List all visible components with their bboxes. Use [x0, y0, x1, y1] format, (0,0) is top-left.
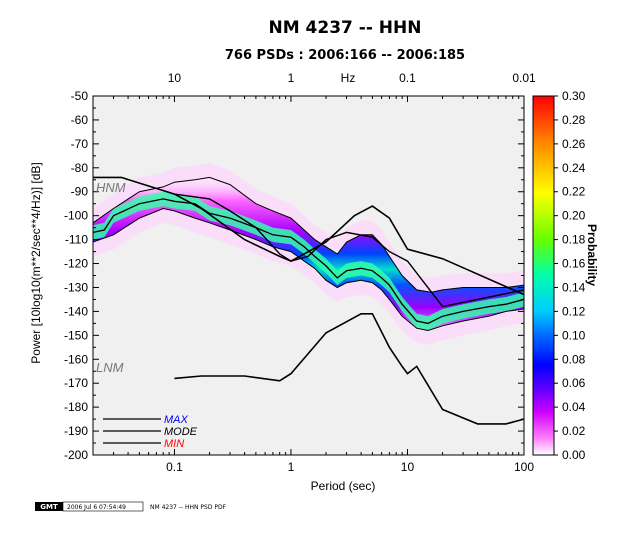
- colorbar-tick-label: 0.08: [562, 352, 586, 366]
- top-tick-label: 0.1: [399, 71, 416, 85]
- colorbar-tick-label: 0.14: [562, 280, 586, 294]
- colorbar-tick-label: 0.18: [562, 233, 586, 247]
- top-axis-ticks: 10 1 0.1 0.01: [168, 71, 536, 85]
- x-axis-ticks: 0.1 1 10 100: [92, 96, 534, 474]
- colorbar-tick-label: 0.02: [562, 424, 586, 438]
- colorbar-tick-label: 0.22: [562, 185, 586, 199]
- colorbar-tick-label: 0.10: [562, 328, 586, 342]
- y-tick-label: -120: [64, 257, 88, 271]
- nhnm-label: HNM: [96, 180, 126, 195]
- y-axis-label: Power [10log10(m**2/sec**4/Hz)] [dB]: [29, 162, 43, 363]
- colorbar-tick-label: 0.06: [562, 376, 586, 390]
- colorbar-tick-label: 0.16: [562, 257, 586, 271]
- chart-subtitle: 766 PSDs : 2006:166 -- 2006:185: [225, 48, 465, 63]
- top-tick-label: 0.01: [512, 71, 536, 85]
- legend-min-label: MIN: [164, 438, 184, 450]
- y-tick-label: -110: [65, 233, 88, 247]
- x-tick-label: 100: [514, 460, 534, 474]
- y-tick-label: -50: [71, 89, 89, 103]
- mode-curve: [93, 198, 524, 325]
- nlnm-label: LNM: [96, 360, 124, 375]
- colorbar-tick-label: 0.26: [562, 137, 586, 151]
- y-tick-label: -190: [64, 424, 88, 438]
- colorbar-tick-label: 0.24: [562, 161, 586, 175]
- colorbar: [532, 95, 555, 456]
- max-line-curve: [174, 193, 524, 308]
- colorbar-tick-label: 0.30: [562, 89, 586, 103]
- y-tick-label: -150: [64, 328, 88, 342]
- legend: MAX MODE MIN: [103, 414, 198, 450]
- footer-caption: NM 4237 -- HHN PSD PDF: [150, 504, 227, 511]
- colorbar-tick-label: 0.12: [562, 304, 586, 318]
- x-tick-label: 1: [288, 460, 295, 474]
- colorbar-tick-label: 0.28: [562, 113, 586, 127]
- footer: GMT 2006 Jul 6 07:54:49 NM 4237 -- HHN P…: [35, 501, 227, 512]
- footer-timestamp: 2006 Jul 6 07:54:49: [67, 504, 126, 511]
- x-tick-label: 0.1: [166, 460, 183, 474]
- y-tick-label: -170: [64, 376, 88, 390]
- timestamp-box: [62, 501, 144, 512]
- min-curve: [93, 207, 524, 332]
- y-tick-label: -140: [64, 304, 88, 318]
- top-tick-label: 10: [168, 71, 182, 85]
- y-tick-label: -70: [71, 137, 89, 151]
- x-tick-label: 10: [401, 460, 415, 474]
- gmt-logo-text: GMT: [40, 503, 58, 511]
- colorbar-tick-label: 0.04: [562, 400, 586, 414]
- colorbar-ticks: 0.00 0.02 0.04 0.06 0.08 0.10 0.12 0.14 0.16 0.18…: [554, 89, 586, 462]
- y-axis-ticks: -50 -60 -70 -80 -90 -100 -110 -120 -130 -140 -150 -…: [64, 89, 524, 462]
- colorbar-tick-label: 0.00: [562, 448, 586, 462]
- y-tick-label: -200: [64, 448, 88, 462]
- gmt-logo: [35, 502, 63, 511]
- legend-mode-label: MODE: [164, 426, 198, 438]
- y-tick-label: -160: [64, 352, 88, 366]
- y-tick-label: -100: [64, 209, 88, 223]
- y-tick-label: -60: [71, 113, 89, 127]
- y-tick-label: -90: [71, 185, 89, 199]
- y-tick-label: -180: [64, 400, 88, 414]
- nlnm-curve: [174, 313, 524, 425]
- curves: [93, 176, 524, 425]
- x-axis-label: Period (sec): [311, 479, 376, 493]
- max-curve: [93, 176, 524, 293]
- legend-max-label: MAX: [164, 414, 189, 426]
- colorbar-tick-label: 0.20: [562, 209, 586, 223]
- y-tick-label: -80: [71, 161, 89, 175]
- colorbar-label: Probability: [585, 224, 599, 286]
- top-axis-label: Hz: [341, 71, 356, 85]
- top-tick-label: 1: [288, 71, 295, 85]
- chart-title: NM 4237 -- HHN: [268, 18, 421, 38]
- y-tick-label: -130: [64, 280, 88, 294]
